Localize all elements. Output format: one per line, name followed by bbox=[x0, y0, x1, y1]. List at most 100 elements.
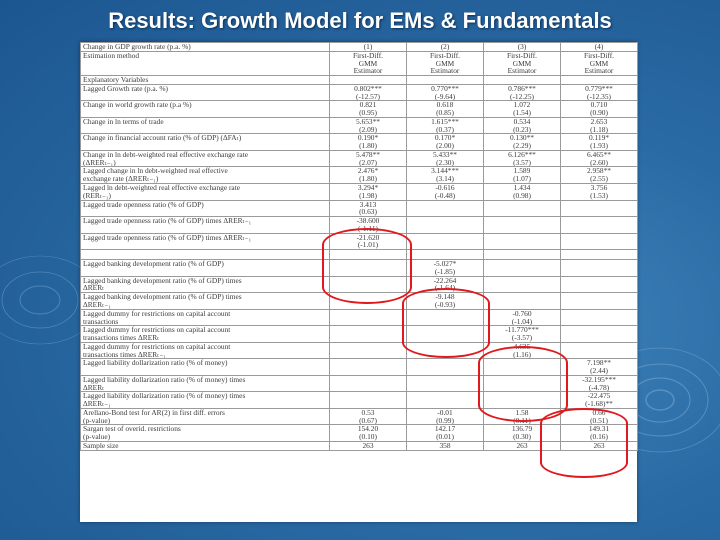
value-cell: 3.144*** (3.14) bbox=[406, 166, 484, 185]
header-cell bbox=[406, 75, 484, 85]
cell-line: (0.63) bbox=[359, 207, 377, 217]
cell-line: (0.23) bbox=[513, 124, 531, 134]
value-cell: 0.130** (2.29) bbox=[483, 133, 561, 151]
cell-line: 5.653** bbox=[355, 117, 381, 126]
cell-line: 0.786*** bbox=[508, 84, 536, 93]
table-row: Lagged dummy for restrictions on capital… bbox=[80, 325, 638, 343]
header-cell: (1) bbox=[329, 42, 407, 52]
value-cell: -0.760 (-1.04) bbox=[483, 308, 561, 327]
value-cell bbox=[483, 292, 561, 310]
row-label: Change in GDP growth rate (p.a. %) bbox=[80, 42, 330, 52]
cell-line: (1.80) bbox=[359, 141, 377, 151]
table-row: Change in ln terms of trade 5.653** (2.09)… bbox=[80, 116, 638, 135]
value-cell: 0.779*** (-12.35) bbox=[560, 83, 638, 102]
value-cell bbox=[483, 259, 561, 277]
cell-line: (1.18) bbox=[590, 124, 608, 134]
cell-line: Lagged dummy for restrictions on capital… bbox=[83, 309, 231, 318]
cell-line: ΔRERₜ₋₁ bbox=[83, 299, 111, 309]
cell-line: (-1.04) bbox=[511, 316, 533, 326]
cell-line: exchange rate (ΔRERₜ₋₁) bbox=[83, 174, 159, 184]
value-cell bbox=[560, 199, 638, 218]
cell-line: (p-value) bbox=[83, 415, 111, 425]
cell-line: GMM bbox=[512, 58, 532, 68]
value-cell: 0.170* (2.00) bbox=[406, 133, 484, 151]
cell-line: 3.294* bbox=[357, 183, 379, 193]
value-cell bbox=[406, 232, 484, 251]
cell-line: ΔRERₜ bbox=[83, 382, 105, 392]
cell-line: Lagged liability dollarization ratio (% … bbox=[83, 358, 228, 368]
cell-line: 6.126*** bbox=[508, 150, 536, 159]
cell-line: (-12.25) bbox=[509, 91, 534, 101]
cell-line: First-Diff. bbox=[583, 51, 615, 60]
row-label: Lagged banking development ratio (% of G… bbox=[80, 259, 330, 277]
cell-line: GMM bbox=[435, 58, 455, 68]
value-cell: -0.616 (-0.48) bbox=[406, 183, 484, 201]
value-cell: 5.478** (2.07) bbox=[329, 149, 407, 168]
value-cell bbox=[483, 199, 561, 218]
value-cell bbox=[560, 341, 638, 360]
value-cell bbox=[560, 232, 638, 251]
cell-line: Sargan test of overid. restrictions bbox=[83, 424, 181, 434]
value-cell: 6.126*** (3.57) bbox=[483, 149, 561, 168]
value-cell: 358 bbox=[406, 440, 484, 451]
row-label: Lagged ln debt-weighted real effective e… bbox=[80, 183, 330, 201]
value-cell bbox=[406, 391, 484, 409]
value-cell bbox=[329, 308, 407, 327]
cell-line: -11.770*** bbox=[505, 325, 539, 335]
table-row: Lagged liability dollarization ratio (% … bbox=[80, 358, 638, 376]
value-cell: 0.710 (0.90) bbox=[560, 100, 638, 118]
value-cell bbox=[329, 391, 407, 409]
row-label: Lagged liability dollarization ratio (% … bbox=[80, 391, 330, 409]
highlight-circle-liability-dollarization bbox=[540, 408, 628, 478]
cell-line: First-Diff. bbox=[352, 51, 384, 60]
row-label: Lagged trade openness ratio (% of GDP) t… bbox=[80, 232, 330, 251]
cell-line: (p-value) bbox=[83, 432, 111, 442]
row-label: Lagged trade openness ratio (% of GDP) t… bbox=[80, 216, 330, 234]
row-label: Lagged trade openness ratio (% of GDP) bbox=[80, 199, 330, 218]
value-cell: -0.01 (0.99) bbox=[406, 407, 484, 426]
cell-line: 0.779*** bbox=[585, 84, 613, 93]
cell-line: 263 bbox=[362, 441, 374, 450]
cell-line: 0.618 bbox=[436, 100, 454, 110]
highlight-circle-trade-openness bbox=[322, 228, 412, 304]
value-cell: 6.465** (2.60) bbox=[560, 149, 638, 168]
cell-line: (-9.64) bbox=[434, 91, 456, 101]
cell-line: GMM bbox=[589, 58, 609, 68]
value-cell bbox=[560, 325, 638, 343]
value-cell bbox=[560, 275, 638, 294]
cell-line: (2.30) bbox=[436, 157, 454, 167]
cell-line: 1.589 bbox=[513, 166, 531, 176]
cell-line: (2.60) bbox=[590, 157, 608, 167]
value-cell: 2.958** (2.55) bbox=[560, 166, 638, 185]
cell-line: Lagged trade openness ratio (% of GDP) bbox=[83, 200, 204, 209]
cell-line: First-Diff. bbox=[506, 51, 538, 60]
cell-line: (RERₜ₋₁) bbox=[83, 190, 111, 200]
cell-line: (2.44) bbox=[590, 366, 608, 376]
cell-line: Estimator bbox=[353, 66, 383, 76]
cell-line: Lagged liability dollarization ratio (% … bbox=[83, 391, 246, 401]
cell-line: ΔRERₜ₋₁ bbox=[83, 399, 111, 409]
value-cell bbox=[406, 374, 484, 393]
value-cell: -22.475 (-1.68)** bbox=[560, 391, 638, 409]
cell-line: ΔRERₜ bbox=[83, 283, 105, 293]
header-cell: First-Diff. GMM Estimator bbox=[560, 50, 638, 77]
value-cell: -5.027* (-1.85) bbox=[406, 259, 484, 277]
cell-line: 1.072 bbox=[513, 100, 531, 110]
cell-line: 2.958** bbox=[586, 166, 612, 176]
cell-line: Change in ln debt-weighted real effectiv… bbox=[83, 150, 249, 159]
row-label: Arellano-Bond test for AR(2) in first di… bbox=[80, 407, 330, 426]
cell-line: (-3.57) bbox=[511, 333, 533, 343]
cell-line: Lagged dummy for restrictions on capital… bbox=[83, 325, 231, 335]
header-cell: (2) bbox=[406, 42, 484, 52]
value-cell: 154.20 (0.10) bbox=[329, 424, 407, 442]
value-cell: 0.821 (0.95) bbox=[329, 100, 407, 118]
cell-line: 2.653 bbox=[590, 117, 608, 126]
row-label: Change in ln debt-weighted real effectiv… bbox=[80, 149, 330, 168]
value-cell bbox=[483, 232, 561, 251]
cell-line: Change in ln terms of trade bbox=[83, 117, 164, 126]
cell-line: Change in world growth rate (p.a %) bbox=[83, 100, 192, 110]
cell-line: -0.616 bbox=[435, 183, 455, 193]
cell-line: (0.10) bbox=[359, 432, 377, 442]
value-cell bbox=[560, 308, 638, 327]
table-row: Change in ln debt-weighted real effectiv… bbox=[80, 149, 638, 168]
